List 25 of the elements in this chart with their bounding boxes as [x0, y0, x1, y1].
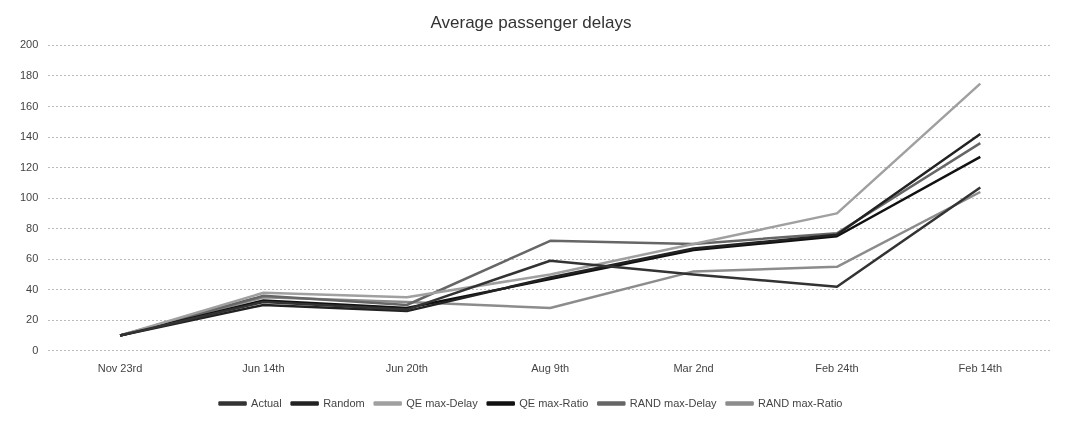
x-tick-label: Mar 2nd — [673, 362, 714, 375]
legend-label: Random — [323, 396, 365, 409]
y-tick-label: 40 — [26, 282, 39, 295]
x-tick-label: Nov 23rd — [97, 362, 143, 375]
legend-label: RAND max-Delay — [629, 396, 718, 409]
y-tick-label: 60 — [26, 252, 39, 265]
y-tick-label: 100 — [19, 191, 39, 204]
y-tick-label: 120 — [19, 160, 39, 173]
y-tick-label: 200 — [19, 38, 39, 51]
x-tick-label: Feb 14th — [958, 362, 1003, 375]
y-tick-label: 140 — [19, 130, 39, 143]
y-tick-label: 160 — [19, 99, 39, 112]
y-tick-label: 20 — [26, 313, 39, 326]
x-tick-label: Jun 20th — [385, 362, 428, 375]
legend-label: QE max-Ratio — [519, 396, 589, 409]
y-tick-label: 180 — [19, 68, 39, 81]
chart-title: Average passenger delays — [430, 12, 632, 32]
legend-label: RAND max-Ratio — [758, 396, 843, 409]
x-tick-label: Aug 9th — [531, 362, 570, 375]
legend-label: QE max-Delay — [406, 396, 479, 409]
y-tick-label: 80 — [26, 221, 39, 234]
x-tick-label: Feb 24th — [815, 362, 859, 375]
legend-label: Actual — [251, 396, 282, 409]
x-tick-label: Jun 14th — [242, 362, 285, 375]
y-tick-label: 0 — [32, 343, 39, 356]
